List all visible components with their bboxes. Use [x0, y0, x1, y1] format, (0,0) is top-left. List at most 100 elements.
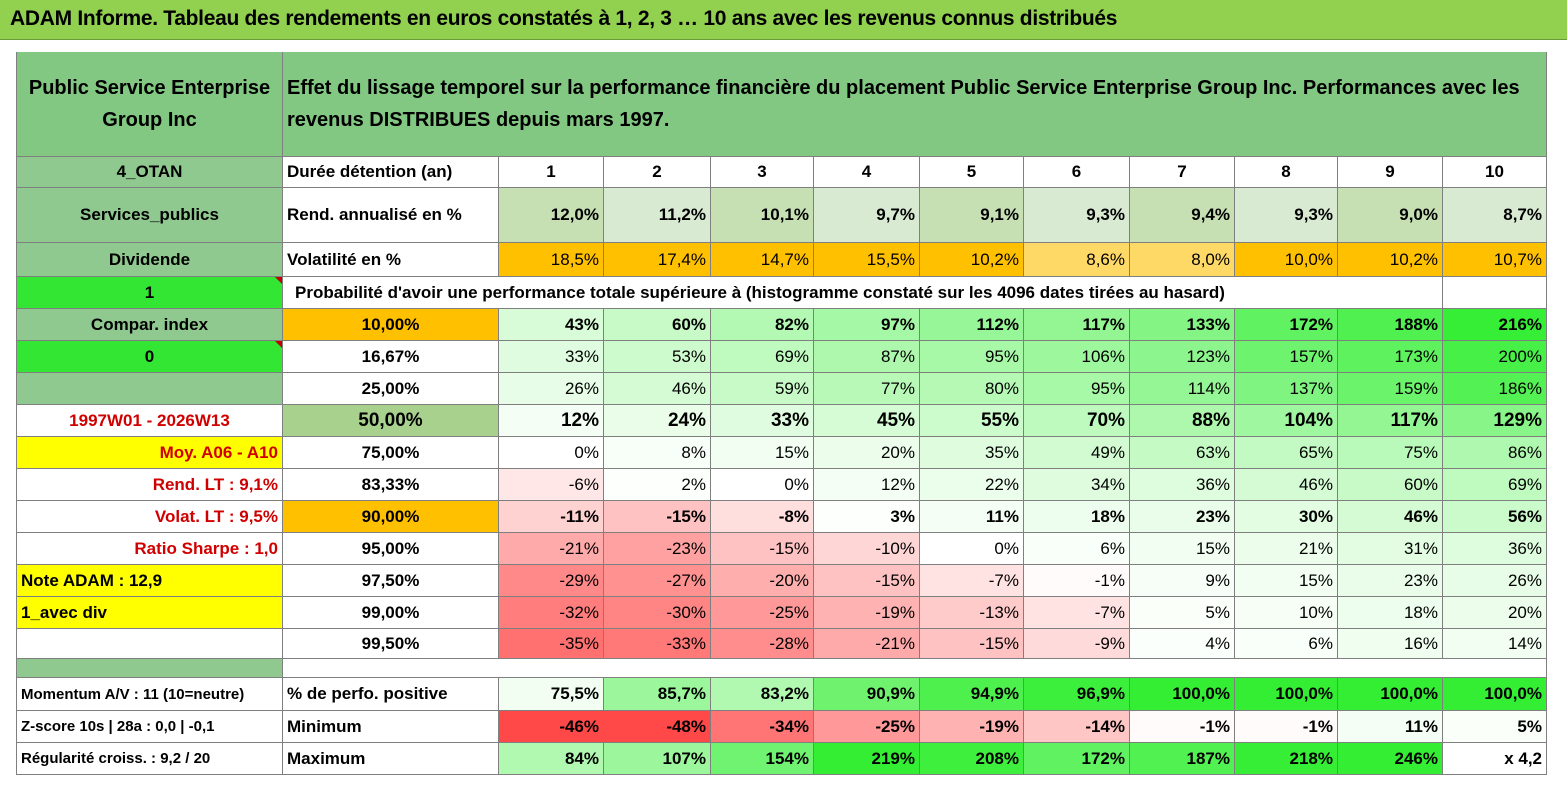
- quantile-label: 99,50%: [283, 629, 499, 659]
- quantile-value: 5%: [1130, 597, 1235, 629]
- volatility-value: 17,4%: [604, 243, 711, 277]
- minimum-value: -25%: [814, 711, 920, 743]
- quantile-value: 0%: [499, 437, 604, 469]
- quantile-value: -7%: [1024, 597, 1130, 629]
- year-header: 1: [499, 157, 604, 188]
- momentum-label: Momentum A/V : 11 (10=neutre): [16, 678, 283, 711]
- quantile-value: 77%: [814, 373, 920, 405]
- quantile-value: 133%: [1130, 309, 1235, 341]
- quantile-value: -21%: [499, 533, 604, 565]
- quantile-value: 46%: [604, 373, 711, 405]
- long-term-return-label: Rend. LT : 9,1%: [16, 469, 283, 501]
- minimum-value: -48%: [604, 711, 711, 743]
- quantile-value: 82%: [711, 309, 814, 341]
- quantile-value: 216%: [1443, 309, 1547, 341]
- quantile-value: 33%: [711, 405, 814, 437]
- quantile-value: 10%: [1235, 597, 1338, 629]
- quantile-value: 56%: [1443, 501, 1547, 533]
- minimum-value: -14%: [1024, 711, 1130, 743]
- year-header: 9: [1338, 157, 1443, 188]
- volatility-label: Volatilité en %: [283, 243, 499, 277]
- quantile-value: 36%: [1443, 533, 1547, 565]
- quantile-value: 159%: [1338, 373, 1443, 405]
- description-header: Effet du lissage temporel sur la perform…: [283, 52, 1547, 157]
- annual-return-value: 11,2%: [604, 188, 711, 243]
- quantile-value: 20%: [814, 437, 920, 469]
- quantile-value: -25%: [711, 597, 814, 629]
- quantile-value: -29%: [499, 565, 604, 597]
- quantile-value: 15%: [1235, 565, 1338, 597]
- empty-label: [16, 629, 283, 659]
- blank-label: [16, 373, 283, 405]
- maximum-value: 84%: [499, 743, 604, 775]
- quantile-value: 75%: [1338, 437, 1443, 469]
- positive-performance-value: 100,0%: [1130, 678, 1235, 711]
- quantile-value: -19%: [814, 597, 920, 629]
- year-header: 3: [711, 157, 814, 188]
- volatility-value: 18,5%: [499, 243, 604, 277]
- maximum-value: 107%: [604, 743, 711, 775]
- quantile-value: -10%: [814, 533, 920, 565]
- quantile-value: 15%: [1130, 533, 1235, 565]
- quantile-value: 43%: [499, 309, 604, 341]
- quantile-value: 80%: [920, 373, 1024, 405]
- quantile-value: -23%: [604, 533, 711, 565]
- quantile-value: 12%: [499, 405, 604, 437]
- quantile-value: 104%: [1235, 405, 1338, 437]
- separator-cell: [16, 659, 283, 678]
- quantile-value: -15%: [920, 629, 1024, 659]
- quantile-value: -7%: [920, 565, 1024, 597]
- volatility-value: 14,7%: [711, 243, 814, 277]
- volatility-value: 10,0%: [1235, 243, 1338, 277]
- quantile-value: 117%: [1338, 405, 1443, 437]
- regularity-label: Régularité croiss. : 9,2 / 20: [16, 743, 283, 775]
- positive-performance-value: 83,2%: [711, 678, 814, 711]
- period-label: 1997W01 - 2026W13: [16, 405, 283, 437]
- quantile-value: 186%: [1443, 373, 1547, 405]
- quantile-value: 106%: [1024, 341, 1130, 373]
- quantile-value: -28%: [711, 629, 814, 659]
- title-bar: ADAM Informe. Tableau des rendements en …: [0, 0, 1567, 40]
- volatility-value: 10,2%: [920, 243, 1024, 277]
- page-title: ADAM Informe. Tableau des rendements en …: [10, 7, 1118, 30]
- flag-one-cell: 1: [16, 277, 283, 309]
- quantile-value: 49%: [1024, 437, 1130, 469]
- quantile-value: 200%: [1443, 341, 1547, 373]
- quantile-label: 16,67%: [283, 341, 499, 373]
- volatility-value: 10,2%: [1338, 243, 1443, 277]
- positive-performance-value: 96,9%: [1024, 678, 1130, 711]
- maximum-value: 187%: [1130, 743, 1235, 775]
- positive-performance-value: 100,0%: [1338, 678, 1443, 711]
- quantile-value: 22%: [920, 469, 1024, 501]
- quantile-value: 86%: [1443, 437, 1547, 469]
- minimum-value: 11%: [1338, 711, 1443, 743]
- quantile-value: 46%: [1235, 469, 1338, 501]
- quantile-value: 173%: [1338, 341, 1443, 373]
- quantile-label: 75,00%: [283, 437, 499, 469]
- year-header: 5: [920, 157, 1024, 188]
- annual-return-value: 9,4%: [1130, 188, 1235, 243]
- annual-return-value: 9,3%: [1235, 188, 1338, 243]
- quantile-value: 33%: [499, 341, 604, 373]
- quantile-value: 23%: [1338, 565, 1443, 597]
- quantile-value: 15%: [711, 437, 814, 469]
- quantile-value: 34%: [1024, 469, 1130, 501]
- quantile-value: 6%: [1024, 533, 1130, 565]
- quantile-value: 59%: [711, 373, 814, 405]
- group-label: 4_OTAN: [16, 157, 283, 188]
- maximum-value: 208%: [920, 743, 1024, 775]
- quantile-value: 26%: [1443, 565, 1547, 597]
- quantile-value: 2%: [604, 469, 711, 501]
- year-header: 8: [1235, 157, 1338, 188]
- maximum-value: 172%: [1024, 743, 1130, 775]
- quantile-value: 63%: [1130, 437, 1235, 469]
- quantile-value: 87%: [814, 341, 920, 373]
- year-header: 2: [604, 157, 711, 188]
- quantile-value: -9%: [1024, 629, 1130, 659]
- maximum-value: x 4,2: [1443, 743, 1547, 775]
- quantile-value: 8%: [604, 437, 711, 469]
- quantile-value: 69%: [1443, 469, 1547, 501]
- quantile-label: 50,00%: [283, 405, 499, 437]
- annual-return-label: Rend. annualisé en %: [283, 188, 499, 243]
